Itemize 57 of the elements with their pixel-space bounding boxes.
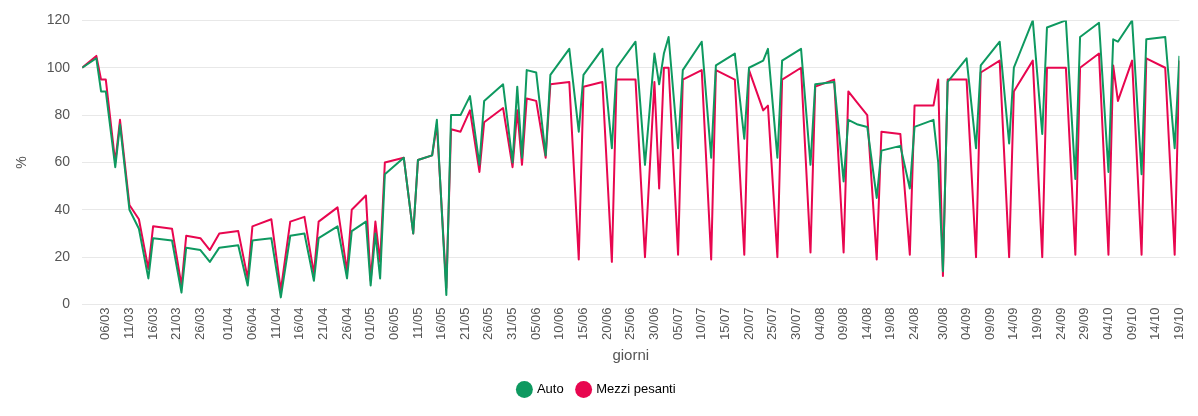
- x-tick-label: 09/09: [981, 307, 997, 341]
- x-tick-label: 16/05: [433, 307, 449, 341]
- x-tick-label: 14/09: [1005, 307, 1021, 341]
- x-tick-label: 09/10: [1123, 307, 1139, 341]
- x-tick-label: 25/06: [622, 307, 638, 341]
- x-tick-label: 25/07: [764, 307, 780, 341]
- legend-label: Mezzi pesanti: [596, 381, 676, 397]
- y-tick-label: 20: [54, 247, 71, 264]
- x-tick-label: 06/05: [385, 307, 401, 341]
- x-tick-label: 26/05: [480, 307, 496, 341]
- x-tick-label: 15/07: [716, 307, 732, 341]
- x-tick-label: 24/09: [1052, 307, 1068, 341]
- x-tick-label: 31/05: [504, 307, 520, 341]
- x-tick-label: 30/08: [934, 307, 950, 341]
- y-tick-label: 0: [62, 295, 71, 312]
- x-tick-label: 05/06: [527, 307, 543, 341]
- x-tick-label: 15/06: [575, 307, 591, 341]
- x-tick-label: 21/05: [456, 307, 472, 341]
- x-tick-label: 06/04: [244, 307, 259, 341]
- x-tick-label: 16/04: [291, 307, 307, 341]
- x-tick-label: 09/08: [835, 307, 851, 341]
- x-tick-label: 05/07: [669, 307, 685, 341]
- x-tick-label: 04/08: [811, 307, 827, 341]
- x-tick-label: 26/03: [191, 307, 207, 341]
- y-tick-label: 120: [46, 11, 71, 28]
- x-tick-label: 14/10: [1147, 307, 1163, 341]
- x-tick-label: 16/03: [144, 307, 160, 341]
- y-tick-label: 80: [54, 105, 71, 122]
- x-tick-label: 04/10: [1100, 307, 1116, 341]
- y-tick-label: 60: [54, 153, 71, 170]
- x-tick-label: 19/09: [1029, 307, 1045, 341]
- y-axis-title: %: [13, 156, 30, 169]
- y-tick-label: 100: [46, 58, 71, 75]
- x-tick-label: 30/06: [646, 307, 661, 341]
- y-tick-label: 40: [54, 200, 71, 217]
- x-tick-label: 10/07: [693, 307, 709, 341]
- x-tick-label: 20/06: [598, 307, 614, 341]
- x-tick-label: 21/04: [314, 307, 330, 341]
- x-tick-label: 24/08: [906, 307, 922, 341]
- x-tick-label: 20/07: [740, 307, 756, 341]
- x-tick-label: 21/03: [168, 307, 184, 341]
- x-tick-label: 26/04: [338, 307, 354, 341]
- x-axis-title: giorni: [612, 346, 650, 364]
- x-tick-label: 11/05: [409, 307, 425, 340]
- x-tick-label: 01/05: [362, 307, 378, 341]
- x-tick-label: 01/04: [220, 307, 236, 341]
- x-tick-label: 04/09: [958, 307, 974, 341]
- x-tick-label: 30/07: [787, 307, 803, 341]
- x-tick-label: 29/09: [1076, 307, 1092, 341]
- x-tick-label: 11/04: [267, 307, 283, 340]
- x-tick-label: 06/03: [97, 307, 113, 341]
- x-tick-label: 10/06: [551, 307, 567, 341]
- x-tick-label: 11/03: [121, 307, 137, 340]
- x-tick-label: 19/10: [1170, 307, 1186, 341]
- x-tick-label: 14/08: [858, 307, 874, 341]
- x-tick-label: 19/08: [882, 307, 898, 341]
- legend-label: Auto: [536, 381, 564, 397]
